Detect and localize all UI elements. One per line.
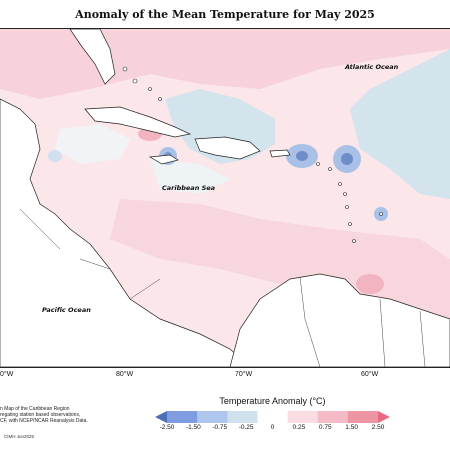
legend-tick-label: -2.50 xyxy=(159,424,175,431)
description-line-1: n Map of the Caribbean Region xyxy=(0,406,70,412)
legend-tick-label: 0 xyxy=(270,424,275,431)
borders xyxy=(19,208,426,367)
legend-swatch-4 xyxy=(257,411,288,423)
land-masses xyxy=(0,29,450,367)
land-jamaica xyxy=(148,154,179,165)
land-south-america xyxy=(229,273,450,367)
cool-spot-west xyxy=(48,150,62,162)
legend-arrow-high xyxy=(378,411,390,423)
cool-spot-lesser-antilles-2-core xyxy=(341,153,353,165)
lon-label-70w: 70°W xyxy=(235,371,253,378)
legend-swatch-3 xyxy=(227,411,258,423)
credit-text: CIMH Jun2025 xyxy=(4,434,35,439)
lon-label-left-edge: 0°W xyxy=(0,371,14,378)
land-cuba xyxy=(84,106,192,138)
color-bar xyxy=(155,411,390,423)
cool-anomaly-central-sea xyxy=(55,124,130,164)
legend-tick-label: 1.50 xyxy=(345,424,358,431)
legend-tick-label: -0.25 xyxy=(238,424,254,431)
lesser-antilles xyxy=(316,162,383,243)
lon-label-80w: 80°W xyxy=(116,371,134,378)
legend-swatch-5 xyxy=(287,411,319,423)
legend-tick-label: 0.25 xyxy=(292,424,306,431)
bahamas xyxy=(122,66,162,101)
legend-swatch-7 xyxy=(347,411,379,423)
legend-swatch-6 xyxy=(317,411,349,423)
cool-anomaly-sea-south xyxy=(150,159,230,194)
cool-anomaly-atlantic xyxy=(350,49,450,199)
cool-spot-lesser-antilles-1-core xyxy=(296,151,308,161)
legend-swatch-2 xyxy=(197,411,228,423)
legend-tick-label: 2.50 xyxy=(371,424,385,431)
atlantic-ocean-label: Atlantic Ocean xyxy=(345,63,399,71)
legend-tick-label: -1.50 xyxy=(185,424,201,431)
map-description: n Map of the Caribbean Region regating s… xyxy=(0,406,130,424)
warm-anomaly-band xyxy=(0,29,450,99)
description-line-2: regating station based observations, xyxy=(0,412,81,418)
caribbean-sea-label: Caribbean Sea xyxy=(162,184,216,192)
description-line-3: CF, with NCEP/NCAR Reanalysis Data. xyxy=(0,418,88,424)
land-hispaniola xyxy=(194,136,261,160)
lon-label-60w: 60°W xyxy=(361,371,379,378)
legend-tick-label: 0.75 xyxy=(318,424,332,431)
legend-title: Temperature Anomaly (°C) xyxy=(219,396,326,406)
anomaly-map xyxy=(0,28,450,368)
land-puerto-rico xyxy=(269,149,291,158)
legend-arrow-low xyxy=(155,411,167,423)
legend-swatch-1 xyxy=(167,411,198,423)
land-florida xyxy=(69,29,116,85)
warm-spot-venezuela xyxy=(356,274,384,294)
pacific-ocean-label: Pacific Ocean xyxy=(42,306,91,314)
legend-tick-label: -0.75 xyxy=(212,424,228,431)
map-title: Anomaly of the Mean Temperature for May … xyxy=(75,8,375,21)
